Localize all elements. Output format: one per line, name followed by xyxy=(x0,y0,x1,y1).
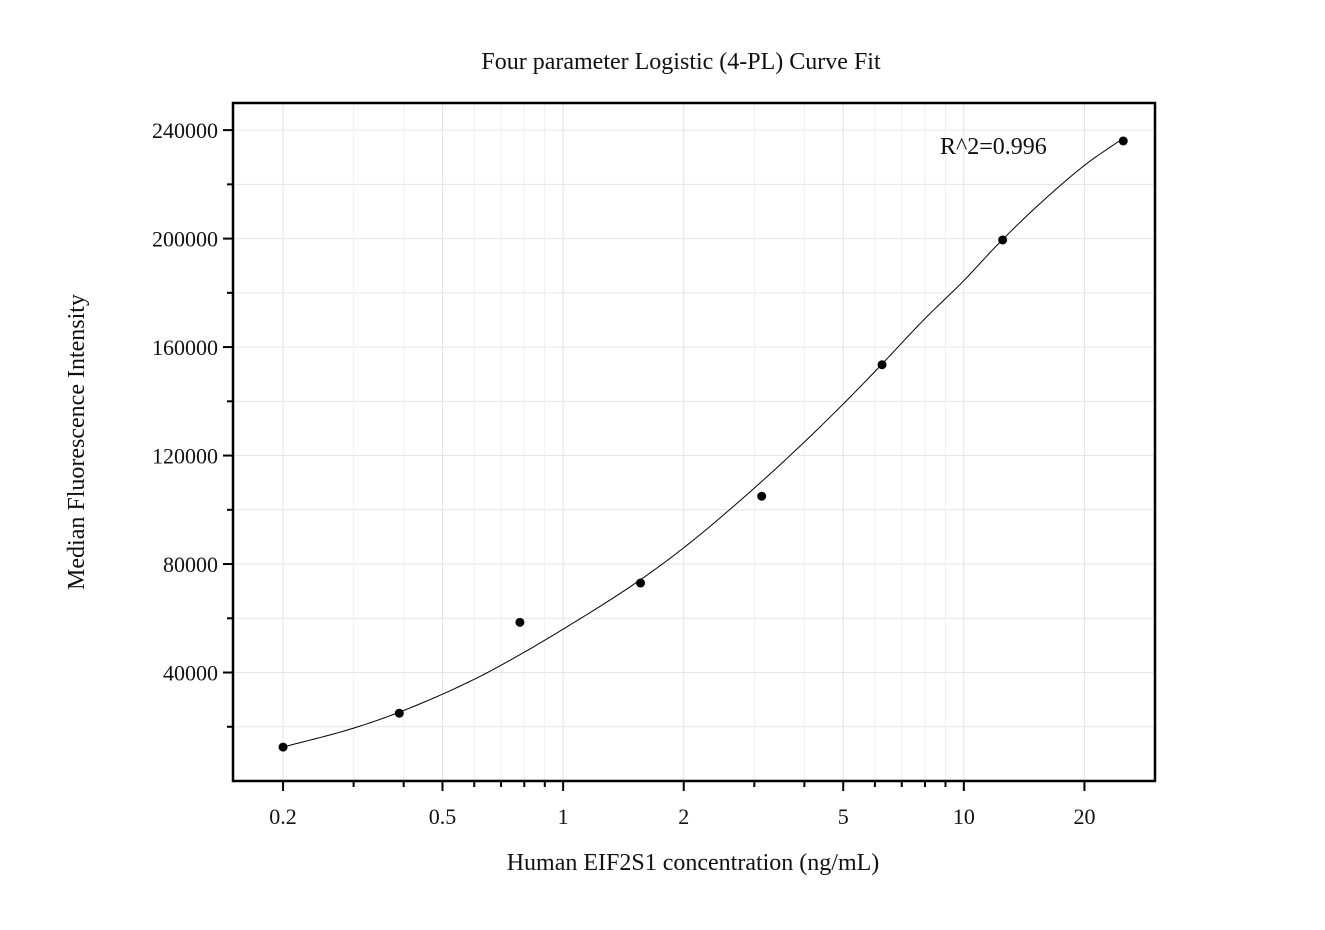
data-point xyxy=(515,617,525,627)
x-tick-label: 20 xyxy=(1073,804,1095,829)
data-point xyxy=(394,708,404,718)
x-tick-label: 2 xyxy=(678,804,689,829)
x-tick-label: 1 xyxy=(558,804,569,829)
y-tick-label: 80000 xyxy=(163,552,218,577)
x-axis-label: Human EIF2S1 concentration (ng/mL) xyxy=(507,850,880,876)
data-points xyxy=(278,136,1128,752)
y-tick-labels: 40000 80000 120000 160000 200000 240000 xyxy=(152,118,218,685)
data-point xyxy=(757,491,767,501)
fit-curve xyxy=(282,137,1124,748)
y-tick-label: 240000 xyxy=(152,118,218,143)
x-tick-label: 0.2 xyxy=(269,804,297,829)
grid-lines xyxy=(233,103,1155,781)
axis-ticks xyxy=(223,129,1086,791)
data-point xyxy=(1118,136,1128,146)
r-squared-annotation: R^2=0.996 xyxy=(940,134,1047,160)
chart-title: Four parameter Logistic (4-PL) Curve Fit xyxy=(481,49,881,75)
x-tick-label: 0.5 xyxy=(429,804,457,829)
y-tick-label: 200000 xyxy=(152,227,218,252)
x-tick-labels: 0.2 0.5 1 2 5 10 20 xyxy=(269,804,1095,829)
y-tick-label: 120000 xyxy=(152,444,218,469)
y-tick-label: 40000 xyxy=(163,661,218,686)
data-point xyxy=(636,578,646,588)
x-tick-label: 10 xyxy=(953,804,975,829)
y-tick-label: 160000 xyxy=(152,335,218,360)
data-point xyxy=(278,742,288,752)
data-point xyxy=(877,360,887,370)
plot-frame xyxy=(231,101,1157,783)
y-axis-label: Median Fluorescence Intensity xyxy=(64,294,90,590)
x-tick-label: 5 xyxy=(838,804,849,829)
fit-curve-group xyxy=(282,137,1124,748)
data-point xyxy=(998,235,1008,245)
